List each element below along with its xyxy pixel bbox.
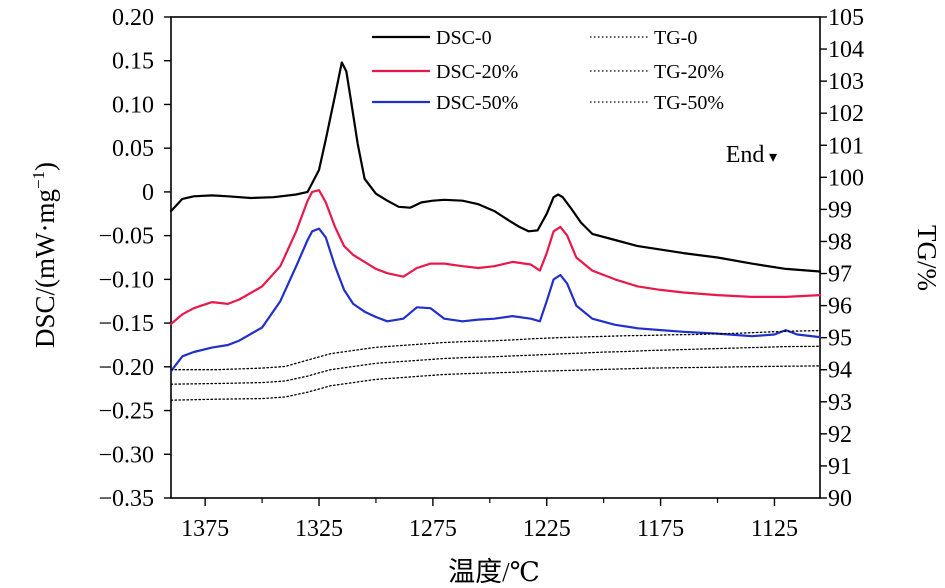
y-axis-left-title-sup: −1 xyxy=(29,171,48,189)
y-left-tick-label: −0.05 xyxy=(98,224,154,250)
series-line-dsc-50- xyxy=(169,227,822,373)
legend-label: DSC-0 xyxy=(436,27,492,49)
y-axis-left-title-close: ) xyxy=(30,162,60,171)
y-right-tick-label: 105 xyxy=(828,5,864,31)
y-left-tick-label: 0.20 xyxy=(112,5,154,31)
x-tick-label: 1275 xyxy=(409,516,457,542)
y-right-tick-label: 100 xyxy=(828,165,864,191)
x-tick-label: 1375 xyxy=(181,516,229,542)
y-right-tick-label: 95 xyxy=(828,326,852,352)
plot-frame xyxy=(170,16,821,499)
y-left-tick-label: 0.15 xyxy=(112,49,154,75)
legend-label: TG-20% xyxy=(654,61,724,83)
y-left-tick-label: −0.30 xyxy=(98,442,154,468)
series-line-dsc-20- xyxy=(169,189,822,326)
annotation-label: End xyxy=(726,142,765,168)
y-axis-right-title: TG/% xyxy=(912,225,942,291)
y-left-tick-label: −0.20 xyxy=(98,355,154,381)
y-right-tick-label: 104 xyxy=(828,37,864,63)
annotation-marker-triangle xyxy=(769,153,778,162)
y-right-tick-label: 97 xyxy=(828,262,852,288)
series-line-tg-20- xyxy=(170,345,821,385)
y-right-tick-label: 90 xyxy=(828,486,852,512)
y-right-tick-label: 96 xyxy=(828,294,852,320)
y-left-tick-label: 0 xyxy=(142,180,154,206)
y-right-tick-label: 93 xyxy=(828,390,852,416)
y-left-tick-label: −0.15 xyxy=(98,311,154,337)
series-line-tg-0 xyxy=(170,329,821,371)
legend-label: DSC-50% xyxy=(436,92,518,114)
series-line-tg-50- xyxy=(170,365,821,401)
y-right-tick-label: 103 xyxy=(828,69,864,95)
y-right-tick-label: 91 xyxy=(828,454,852,480)
x-tick-label: 1125 xyxy=(751,516,798,542)
x-tick-label: 1175 xyxy=(637,516,684,542)
y-left-tick-label: 0.10 xyxy=(112,92,154,118)
x-tick-label: 1325 xyxy=(295,516,343,542)
y-right-tick-label: 102 xyxy=(828,101,864,127)
y-left-tick-label: 0.05 xyxy=(112,136,154,162)
y-left-tick-label: −0.25 xyxy=(98,399,154,425)
x-axis-title: 温度/℃ xyxy=(448,557,540,587)
y-left-tick-label: −0.10 xyxy=(98,267,154,293)
y-right-tick-label: 94 xyxy=(828,358,852,384)
y-left-tick-label: −0.35 xyxy=(98,486,154,512)
legend-label: DSC-20% xyxy=(436,61,518,83)
x-tick-label: 1225 xyxy=(523,516,571,542)
y-axis-left-title: DSC/(mW·mg−1) xyxy=(29,162,60,348)
y-right-tick-label: 99 xyxy=(828,197,852,223)
legend-label: TG-50% xyxy=(654,92,724,114)
y-right-tick-label: 92 xyxy=(828,422,852,448)
y-axis-left-title-main: DSC/(mW·mg xyxy=(30,189,60,348)
series-line-dsc-0 xyxy=(169,61,822,273)
y-right-tick-label: 101 xyxy=(828,133,864,159)
legend-label: TG-0 xyxy=(654,27,697,49)
y-right-tick-label: 98 xyxy=(828,229,852,255)
